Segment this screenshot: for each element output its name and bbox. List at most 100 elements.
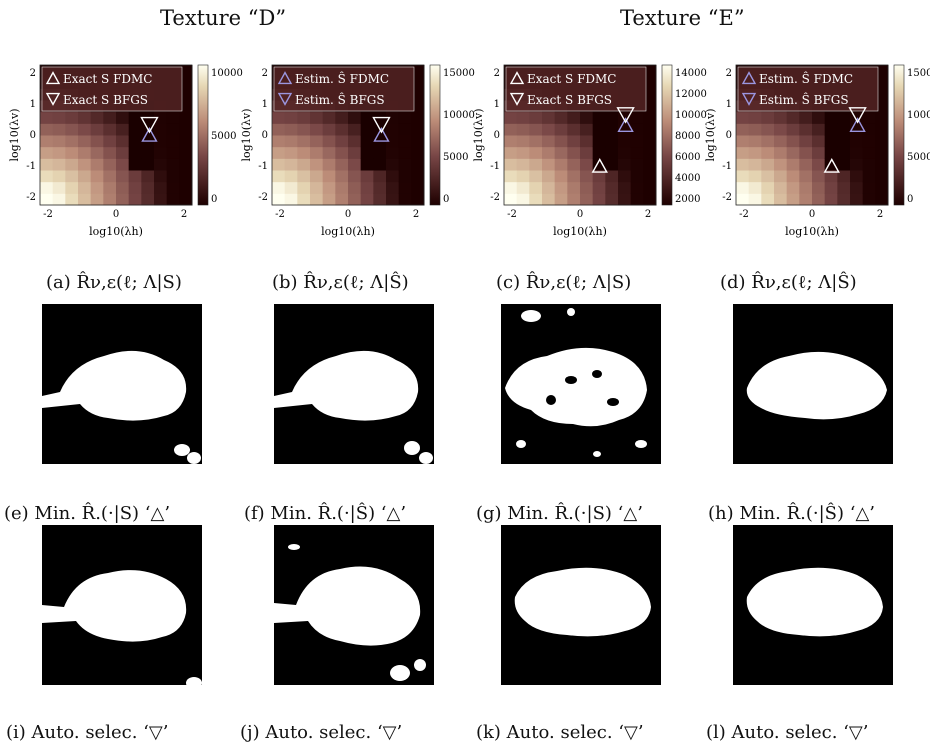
y-axis-label: log10(λv) xyxy=(704,109,717,162)
colorbar-tick: 10000 xyxy=(675,110,707,121)
colorbar-tick: 15000 xyxy=(907,68,930,79)
y-tick: -2 xyxy=(722,192,732,203)
x-axis-label: log10(λh) xyxy=(321,225,375,238)
y-tick: 0 xyxy=(494,130,500,141)
legend: Estim. Ŝ FDMC Estim. Ŝ BFGS xyxy=(737,66,879,112)
y-tick: -1 xyxy=(722,161,732,172)
y-tick: 0 xyxy=(262,130,268,141)
y-tick: 0 xyxy=(726,130,732,141)
legend-entry-1: Estim. Ŝ FDMC xyxy=(295,70,389,86)
x-tick: 2 xyxy=(877,209,883,220)
y-tick: 1 xyxy=(726,99,732,110)
colorbar-tick: 4000 xyxy=(675,173,700,184)
x-axis-label: log10(λh) xyxy=(785,225,839,238)
y-axis-label: log10(λv) xyxy=(472,109,485,162)
colorbar-tick: 6000 xyxy=(675,152,700,163)
y-tick: 2 xyxy=(262,68,268,79)
x-axis-label: log10(λh) xyxy=(553,225,607,238)
caption-i: (i) Auto. selec. ‘▽’ xyxy=(6,722,169,743)
y-tick: -1 xyxy=(258,161,268,172)
y-tick: 1 xyxy=(30,99,36,110)
x-tick: -2 xyxy=(739,209,749,220)
x-tick: -2 xyxy=(43,209,53,220)
colorbar-tick: 8000 xyxy=(675,131,700,142)
colorbar xyxy=(429,64,441,206)
colorbar-tick: 10000 xyxy=(907,110,930,121)
mask-e xyxy=(42,304,202,464)
legend-entry-2: Estim. Ŝ BFGS xyxy=(759,91,849,107)
caption-e: (e) Min. R̂.(·|S) ‘△’ xyxy=(4,503,171,524)
colorbar-tick: 5000 xyxy=(443,152,468,163)
y-tick: -2 xyxy=(490,192,500,203)
heatmap-panel-a: Exact S FDMC Exact S BFGS 10000 5000 0 -2 0 2 2 1… xyxy=(0,55,243,265)
legend-entry-1: Estim. Ŝ FDMC xyxy=(759,70,853,86)
colorbar-tick: 0 xyxy=(907,194,913,205)
x-tick: 2 xyxy=(413,209,419,220)
caption-d: (d) R̂ν,ε(ℓ; Λ|Ŝ) xyxy=(720,272,857,293)
y-tick: 2 xyxy=(30,68,36,79)
y-tick: 1 xyxy=(494,99,500,110)
colorbar xyxy=(661,64,673,206)
colorbar-tick: 12000 xyxy=(675,89,707,100)
mask-i xyxy=(42,525,202,685)
legend: Estim. Ŝ FDMC Estim. Ŝ BFGS xyxy=(273,66,415,112)
heatmap-panel-c: Exact S FDMC Exact S BFGS 14000 12000 10000 8… xyxy=(464,55,707,265)
caption-a: (a) R̂ν,ε(ℓ; Λ|S) xyxy=(46,272,182,293)
colorbar-tick: 5000 xyxy=(211,131,236,142)
legend-entry-2: Exact S BFGS xyxy=(527,93,612,107)
x-tick: 2 xyxy=(181,209,187,220)
legend-entry-2: Estim. Ŝ BFGS xyxy=(295,91,385,107)
y-tick: -2 xyxy=(258,192,268,203)
x-axis-label: log10(λh) xyxy=(89,225,143,238)
colorbar-tick: 0 xyxy=(211,194,217,205)
x-tick: -2 xyxy=(507,209,517,220)
colorbar-tick: 14000 xyxy=(675,68,707,79)
colorbar-tick: 2000 xyxy=(675,194,700,205)
x-tick: 0 xyxy=(809,209,815,220)
legend: Exact S FDMC Exact S BFGS xyxy=(41,66,183,112)
x-tick: 2 xyxy=(645,209,651,220)
x-tick: 0 xyxy=(345,209,351,220)
y-tick: -1 xyxy=(26,161,36,172)
y-tick: -1 xyxy=(490,161,500,172)
legend-entry-1: Exact S FDMC xyxy=(63,72,153,86)
heatmap-panel-b: Estim. Ŝ FDMC Estim. Ŝ BFGS 15000 10000 5000… xyxy=(232,55,475,265)
colorbar-tick: 5000 xyxy=(907,152,930,163)
mask-h xyxy=(733,304,893,464)
title-texture-e: Texture “E” xyxy=(620,6,745,30)
mask-f xyxy=(274,304,434,464)
mask-g xyxy=(501,304,661,464)
caption-b: (b) R̂ν,ε(ℓ; Λ|Ŝ) xyxy=(272,272,409,293)
colorbar-tick: 0 xyxy=(443,194,449,205)
x-tick: 0 xyxy=(577,209,583,220)
y-tick: 2 xyxy=(726,68,732,79)
mask-j xyxy=(274,525,434,685)
caption-g: (g) Min. R̂.(·|S) ‘△’ xyxy=(476,503,643,524)
y-axis-label: log10(λv) xyxy=(8,109,21,162)
x-tick: 0 xyxy=(113,209,119,220)
legend-entry-1: Exact S FDMC xyxy=(527,72,617,86)
legend: Exact S FDMC Exact S BFGS xyxy=(505,66,647,112)
caption-k: (k) Auto. selec. ‘▽’ xyxy=(476,722,644,743)
colorbar-tick: 15000 xyxy=(443,68,475,79)
y-axis-label: log10(λv) xyxy=(240,109,253,162)
caption-l: (l) Auto. selec. ‘▽’ xyxy=(706,722,869,743)
colorbar-tick: 10000 xyxy=(211,68,243,79)
colorbar xyxy=(197,64,209,206)
mask-l xyxy=(733,525,893,685)
y-tick: -2 xyxy=(26,192,36,203)
mask-k xyxy=(501,525,661,685)
colorbar-tick: 10000 xyxy=(443,110,475,121)
colorbar xyxy=(893,64,905,206)
caption-c: (c) R̂ν,ε(ℓ; Λ|S) xyxy=(496,272,632,293)
y-tick: 0 xyxy=(30,130,36,141)
heatmap-panel-d: Estim. Ŝ FDMC Estim. Ŝ BFGS 15000 10000 5000… xyxy=(696,55,930,265)
caption-j: (j) Auto. selec. ‘▽’ xyxy=(240,722,403,743)
y-tick: 1 xyxy=(262,99,268,110)
x-tick: -2 xyxy=(275,209,285,220)
caption-f: (f) Min. R̂.(·|Ŝ) ‘△’ xyxy=(244,503,407,524)
legend-entry-2: Exact S BFGS xyxy=(63,93,148,107)
caption-h: (h) Min. R̂.(·|Ŝ) ‘△’ xyxy=(708,503,876,524)
y-tick: 2 xyxy=(494,68,500,79)
title-texture-d: Texture “D” xyxy=(160,6,287,30)
